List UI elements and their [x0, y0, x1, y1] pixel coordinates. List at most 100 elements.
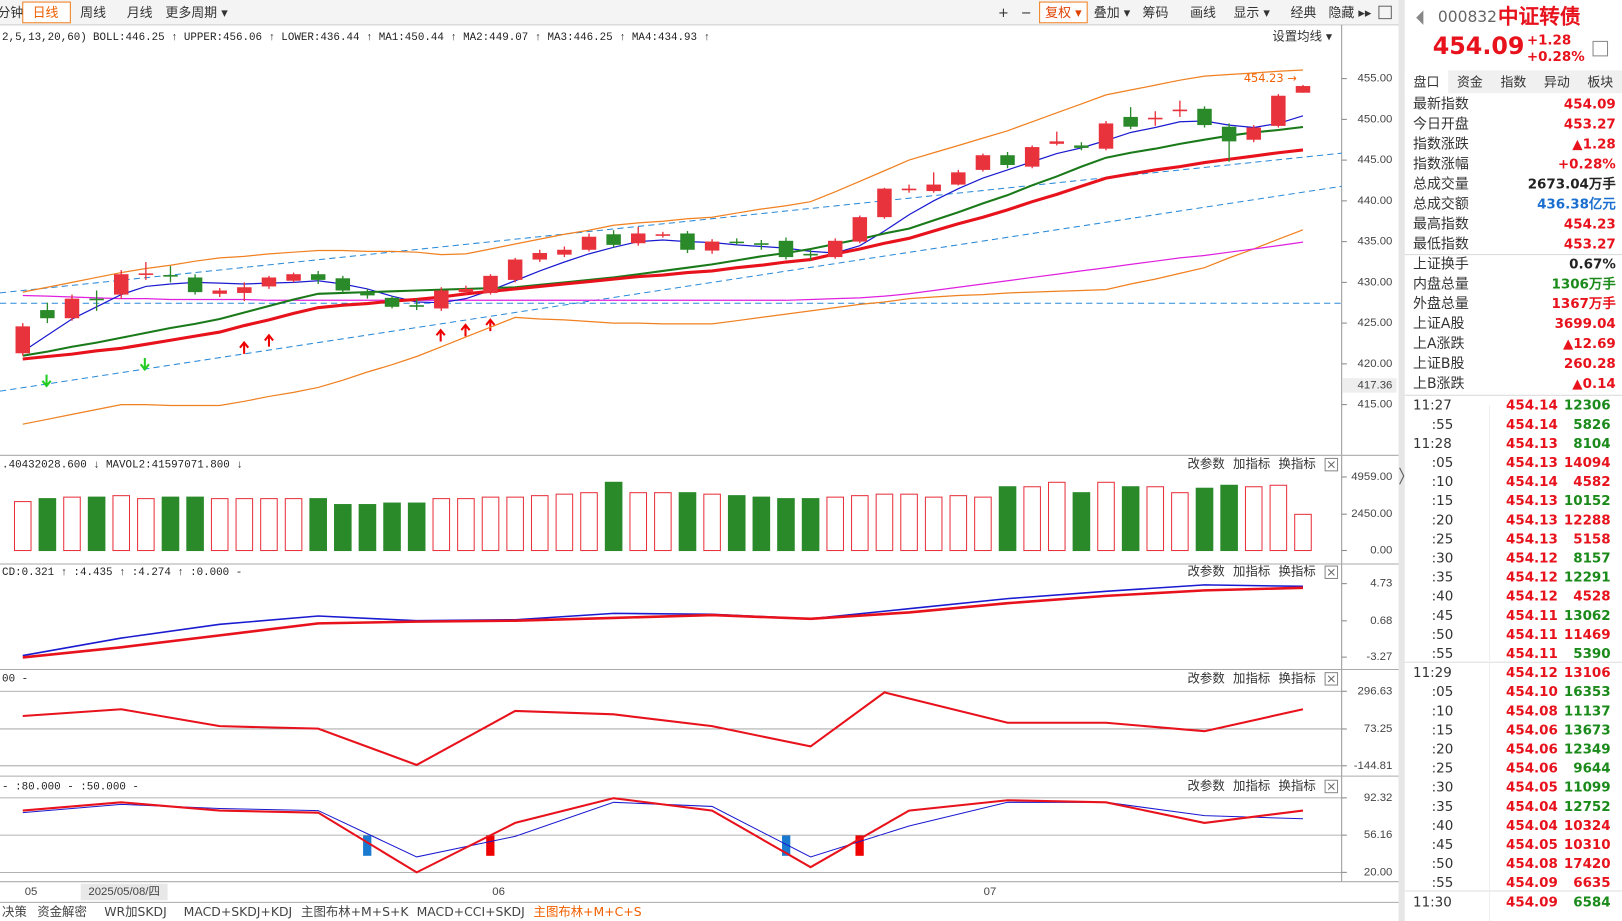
candle-body [360, 292, 375, 296]
info-value: 0.67% [1569, 257, 1616, 272]
candle-body [1271, 95, 1286, 126]
trade-time: :10 [1432, 475, 1454, 490]
period-tab[interactable]: 更多周期 ▾ [165, 6, 228, 21]
toolbar-button[interactable]: 显示 ▾ [1233, 6, 1270, 21]
trade-price: 454.13 [1506, 494, 1558, 509]
toolbar-button[interactable]: 隐藏 ▸▸ [1328, 6, 1371, 21]
volume-bar [161, 496, 180, 552]
candle-body [163, 275, 178, 277]
volume-bar [1121, 486, 1140, 552]
candle-body [64, 298, 80, 319]
period-tab[interactable]: 日线 [33, 6, 59, 21]
info-tab[interactable]: 板块 [1587, 75, 1613, 90]
panel-button[interactable]: 换指标 [1279, 778, 1316, 793]
trade-price: 454.11 [1506, 647, 1558, 662]
info-tab[interactable]: 指数 [1500, 75, 1526, 90]
candle-body [15, 326, 30, 354]
panel-button[interactable]: 加指标 [1233, 778, 1270, 793]
ma-settings[interactable]: 设置均线 ▾ [1272, 29, 1333, 44]
bottom-tab[interactable]: 主图布林+M+S+K [301, 904, 409, 919]
trade-price: 454.05 [1506, 781, 1558, 796]
panel-button[interactable]: 改参数 [1188, 456, 1226, 471]
candle-body [384, 297, 400, 307]
candle-body [1024, 147, 1040, 167]
period-tab[interactable]: 分钟 [0, 5, 23, 21]
trade-time: :05 [1432, 685, 1454, 700]
panel-button[interactable]: 换指标 [1279, 670, 1316, 685]
info-value: 436.38亿元 [1537, 195, 1616, 212]
legend-item: 2,5,13,20,60) [2, 32, 87, 44]
toolbar-button[interactable]: 叠加 ▾ [1094, 6, 1131, 21]
bottom-tab[interactable]: MACD+SKDJ+KDJ [184, 904, 293, 919]
info-tab[interactable]: 资金 [1457, 74, 1483, 90]
panel-separators [0, 454, 1399, 903]
candle-body [1000, 155, 1015, 166]
trade-price: 454.10 [1506, 685, 1558, 700]
volume-bar [309, 498, 327, 552]
candle-body [237, 287, 252, 293]
volume-bar [1023, 486, 1041, 552]
panel-icon [1592, 40, 1609, 57]
toolbar-button[interactable]: 经典 [1290, 6, 1316, 21]
toolbar-button[interactable]: 复权 ▾ [1045, 5, 1082, 21]
candle-body [680, 233, 695, 250]
toolbar-button[interactable]: 筹码 [1143, 5, 1169, 21]
trade-price: 454.12 [1506, 666, 1558, 681]
bottom-tab[interactable]: 决策 [2, 904, 27, 919]
info-value: 454.09 [1564, 98, 1616, 113]
y-tick-label: 420.00 [1358, 358, 1393, 370]
trade-time: :20 [1432, 743, 1454, 758]
candle-body [1098, 123, 1114, 149]
period-tab[interactable]: 月线 [127, 6, 153, 21]
trade-volume: 10152 [1564, 494, 1611, 509]
tab-selected [1404, 70, 1449, 94]
trade-volume: 13106 [1564, 666, 1611, 681]
splitter-arrow [1399, 467, 1405, 485]
candle-body [1074, 145, 1089, 148]
panel-button[interactable]: 加指标 [1233, 670, 1270, 685]
trade-volume: 11469 [1564, 628, 1611, 643]
panel-button[interactable]: 改参数 [1188, 778, 1226, 793]
splitter [1398, 0, 1405, 921]
trade-price: 454.14 [1506, 418, 1558, 433]
bottom-tab[interactable]: WR加SKDJ [104, 904, 167, 919]
trade-time: :55 [1432, 418, 1454, 433]
panel-button[interactable]: 加指标 [1233, 456, 1270, 471]
trade-time: :30 [1432, 781, 1454, 796]
y-tick-label: -3.27 [1366, 651, 1392, 663]
back-arrow[interactable] [1416, 10, 1424, 25]
trade-volume: 4528 [1573, 590, 1610, 605]
trade-price: 454.08 [1506, 704, 1558, 719]
x-axis-label: 2025/05/08/四 [88, 886, 159, 898]
bottom-tab[interactable]: MACD+CCI+SKDJ [417, 904, 525, 919]
y-tick-label: 4.73 [1370, 578, 1392, 590]
panel-button[interactable]: 改参数 [1188, 564, 1226, 579]
y-tick-label: 450.00 [1358, 113, 1393, 125]
toolbar-button[interactable]: − [1021, 6, 1032, 21]
candle-body [729, 241, 744, 244]
panel-button[interactable]: 换指标 [1279, 456, 1316, 471]
legend-item: MA2:449.07 ↑ [463, 32, 541, 44]
panel-button[interactable]: 加指标 [1233, 564, 1270, 579]
toolbar-button[interactable]: + [998, 6, 1009, 21]
indicator-line [22, 241, 1304, 301]
trade-volume: 12752 [1564, 800, 1611, 815]
trade-volume: 5390 [1573, 647, 1610, 662]
trend-lines [0, 152, 1342, 392]
panel-button[interactable]: 换指标 [1279, 564, 1316, 579]
trade-price: 454.14 [1506, 399, 1558, 414]
period-tab[interactable]: 周线 [80, 6, 106, 21]
trade-time: :25 [1432, 532, 1454, 547]
bottom-tab[interactable]: 主图布林+M+C+S [534, 904, 642, 919]
info-tab[interactable]: 盘口 [1414, 74, 1440, 90]
fullscreen-icon[interactable] [1378, 5, 1392, 20]
bottom-tab[interactable]: 资金解密 [37, 904, 87, 919]
trade-volume: 6635 [1573, 876, 1610, 891]
volume-bar [358, 504, 377, 552]
panel-button[interactable]: 改参数 [1188, 670, 1226, 685]
toolbar-button[interactable]: 画线 [1190, 6, 1216, 21]
info-tab[interactable]: 异动 [1544, 75, 1570, 90]
close-x [1327, 783, 1335, 790]
